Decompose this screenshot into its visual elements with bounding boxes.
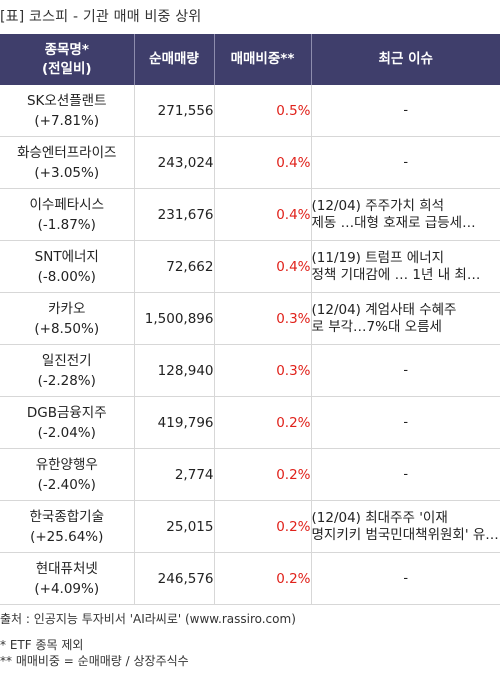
recent-issue-cell[interactable]: (12/04) 계엄사태 수혜주 로 부각…7%대 오름세 <box>311 292 500 345</box>
table-row: SK오션플랜트 (+7.81%) 271,556 0.5% - <box>0 85 500 137</box>
stock-name[interactable]: SNT에너지 <box>34 248 99 265</box>
issue-line-2[interactable]: 정책 기대감에 … 1년 내 최… <box>311 266 481 283</box>
trade-ratio: 0.2% <box>214 500 312 553</box>
stock-name[interactable]: 화승엔터프라이즈 <box>17 144 117 161</box>
stock-name-cell: 한국종합기술 (+25.64%) <box>0 500 135 553</box>
header-trade-ratio: 매매비중** <box>214 34 312 85</box>
price-change: (+4.09%) <box>34 580 100 597</box>
recent-issue-cell[interactable]: (11/19) 트럼프 에너지 정책 기대감에 … 1년 내 최… <box>311 240 500 293</box>
stock-name[interactable]: 카카오 <box>48 300 86 317</box>
price-change: (-8.00%) <box>37 268 96 285</box>
trade-ratio: 0.3% <box>214 292 312 345</box>
trade-ratio: 0.2% <box>214 396 312 449</box>
institution-trading-table: 종목명* (전일비) 순매매량 매매비중** 최근 이슈 SK오션플랜트 (+7.… <box>0 34 500 605</box>
net-volume: 2,774 <box>134 448 215 501</box>
price-change: (-1.87%) <box>37 216 96 233</box>
net-volume: 419,796 <box>134 396 215 449</box>
price-change: (+25.64%) <box>30 528 104 545</box>
stock-name[interactable]: 일진전기 <box>41 352 92 369</box>
stock-name-cell: SK오션플랜트 (+7.81%) <box>0 85 135 137</box>
table-header-row: 종목명* (전일비) 순매매량 매매비중** 최근 이슈 <box>0 34 500 85</box>
trade-ratio: 0.4% <box>214 136 312 189</box>
trade-ratio: 0.2% <box>214 552 312 605</box>
issue-empty: - <box>403 363 409 378</box>
stock-name[interactable]: 현대퓨처넷 <box>35 560 98 577</box>
trade-ratio: 0.2% <box>214 448 312 501</box>
issue-empty: - <box>403 571 409 586</box>
header-name-line2: (전일비) <box>41 60 92 77</box>
table-row: 일진전기 (-2.28%) 128,940 0.3% - <box>0 344 500 397</box>
trade-ratio: 0.4% <box>214 188 312 241</box>
stock-name-cell: 화승엔터프라이즈 (+3.05%) <box>0 136 135 189</box>
table-row: 화승엔터프라이즈 (+3.05%) 243,024 0.4% - <box>0 136 500 189</box>
stock-name[interactable]: DGB금융지주 <box>26 404 107 421</box>
trade-ratio: 0.5% <box>214 85 312 137</box>
trade-ratio: 0.3% <box>214 344 312 397</box>
source-note: 출처 : 인공지능 투자비서 'AI라씨로' (www.rassiro.com) <box>0 612 296 626</box>
price-change: (-2.04%) <box>37 424 96 441</box>
table-row: 카카오 (+8.50%) 1,500,896 0.3% (12/04) 계엄사태 수혜주… <box>0 292 500 345</box>
issue-empty: - <box>403 155 409 170</box>
header-name-line1: 종목명* <box>44 41 89 58</box>
table-row: DGB금융지주 (-2.04%) 419,796 0.2% - <box>0 396 500 449</box>
stock-name-cell: 일진전기 (-2.28%) <box>0 344 135 397</box>
recent-issue-cell[interactable]: (12/04) 주주가치 희석 제동 …대형 호재로 급등세… <box>311 188 500 241</box>
header-stock-name: 종목명* (전일비) <box>0 34 135 85</box>
recent-issue-cell: - <box>311 448 500 501</box>
net-volume: 246,576 <box>134 552 215 605</box>
issue-empty: - <box>403 467 409 482</box>
stock-name[interactable]: SK오션플랜트 <box>26 92 107 109</box>
price-change: (+7.81%) <box>34 112 100 129</box>
issue-line-1[interactable]: (12/04) 최대주주 '이재 <box>311 509 448 526</box>
header-net-volume: 순매매량 <box>134 34 215 85</box>
price-change: (+3.05%) <box>34 164 100 181</box>
recent-issue-cell: - <box>311 344 500 397</box>
net-volume: 1,500,896 <box>134 292 215 345</box>
issue-line-1[interactable]: (11/19) 트럼프 에너지 <box>311 249 445 266</box>
etf-note: * ETF 종목 제외 <box>0 638 84 652</box>
stock-name[interactable]: 이수페타시스 <box>29 196 105 213</box>
issue-line-2[interactable]: 로 부각…7%대 오름세 <box>311 318 442 335</box>
recent-issue-cell: - <box>311 552 500 605</box>
stock-name-cell: 이수페타시스 (-1.87%) <box>0 188 135 241</box>
header-recent-issue: 최근 이슈 <box>311 34 500 85</box>
table-row: 유한양행우 (-2.40%) 2,774 0.2% - <box>0 448 500 501</box>
table-row: 현대퓨처넷 (+4.09%) 246,576 0.2% - <box>0 552 500 605</box>
issue-line-1[interactable]: (12/04) 주주가치 희석 <box>311 197 445 214</box>
net-volume: 271,556 <box>134 85 215 137</box>
stock-name[interactable]: 한국종합기술 <box>29 508 105 525</box>
recent-issue-cell[interactable]: (12/04) 최대주주 '이재 명지키키 범국민대책위원회' 유… <box>311 500 500 553</box>
stock-name-cell: SNT에너지 (-8.00%) <box>0 240 135 293</box>
issue-line-1[interactable]: (12/04) 계엄사태 수혜주 <box>311 301 457 318</box>
ratio-definition-note: ** 매매비중 = 순매매량 / 상장주식수 <box>0 654 189 668</box>
stock-name-cell: 현대퓨처넷 (+4.09%) <box>0 552 135 605</box>
recent-issue-cell: - <box>311 136 500 189</box>
price-change: (+8.50%) <box>34 320 100 337</box>
table-row: 한국종합기술 (+25.64%) 25,015 0.2% (12/04) 최대주주 '이… <box>0 500 500 553</box>
stock-name-cell: DGB금융지주 (-2.04%) <box>0 396 135 449</box>
issue-empty: - <box>403 103 409 118</box>
stock-name-cell: 카카오 (+8.50%) <box>0 292 135 345</box>
table-row: SNT에너지 (-8.00%) 72,662 0.4% (11/19) 트럼프 에너지 정… <box>0 240 500 293</box>
net-volume: 25,015 <box>134 500 215 553</box>
table-row: 이수페타시스 (-1.87%) 231,676 0.4% (12/04) 주주가치 희석… <box>0 188 500 241</box>
price-change: (-2.28%) <box>37 372 96 389</box>
issue-line-2[interactable]: 제동 …대형 호재로 급등세… <box>311 214 476 231</box>
stock-name[interactable]: 유한양행우 <box>35 456 98 473</box>
trade-ratio: 0.4% <box>214 240 312 293</box>
stock-name-cell: 유한양행우 (-2.40%) <box>0 448 135 501</box>
net-volume: 72,662 <box>134 240 215 293</box>
price-change: (-2.40%) <box>37 476 96 493</box>
net-volume: 231,676 <box>134 188 215 241</box>
recent-issue-cell: - <box>311 396 500 449</box>
net-volume: 128,940 <box>134 344 215 397</box>
net-volume: 243,024 <box>134 136 215 189</box>
issue-empty: - <box>403 415 409 430</box>
page-title: [표] 코스피 - 기관 매매 비중 상위 <box>0 9 202 25</box>
recent-issue-cell: - <box>311 85 500 137</box>
issue-line-2[interactable]: 명지키키 범국민대책위원회' 유… <box>311 526 499 543</box>
